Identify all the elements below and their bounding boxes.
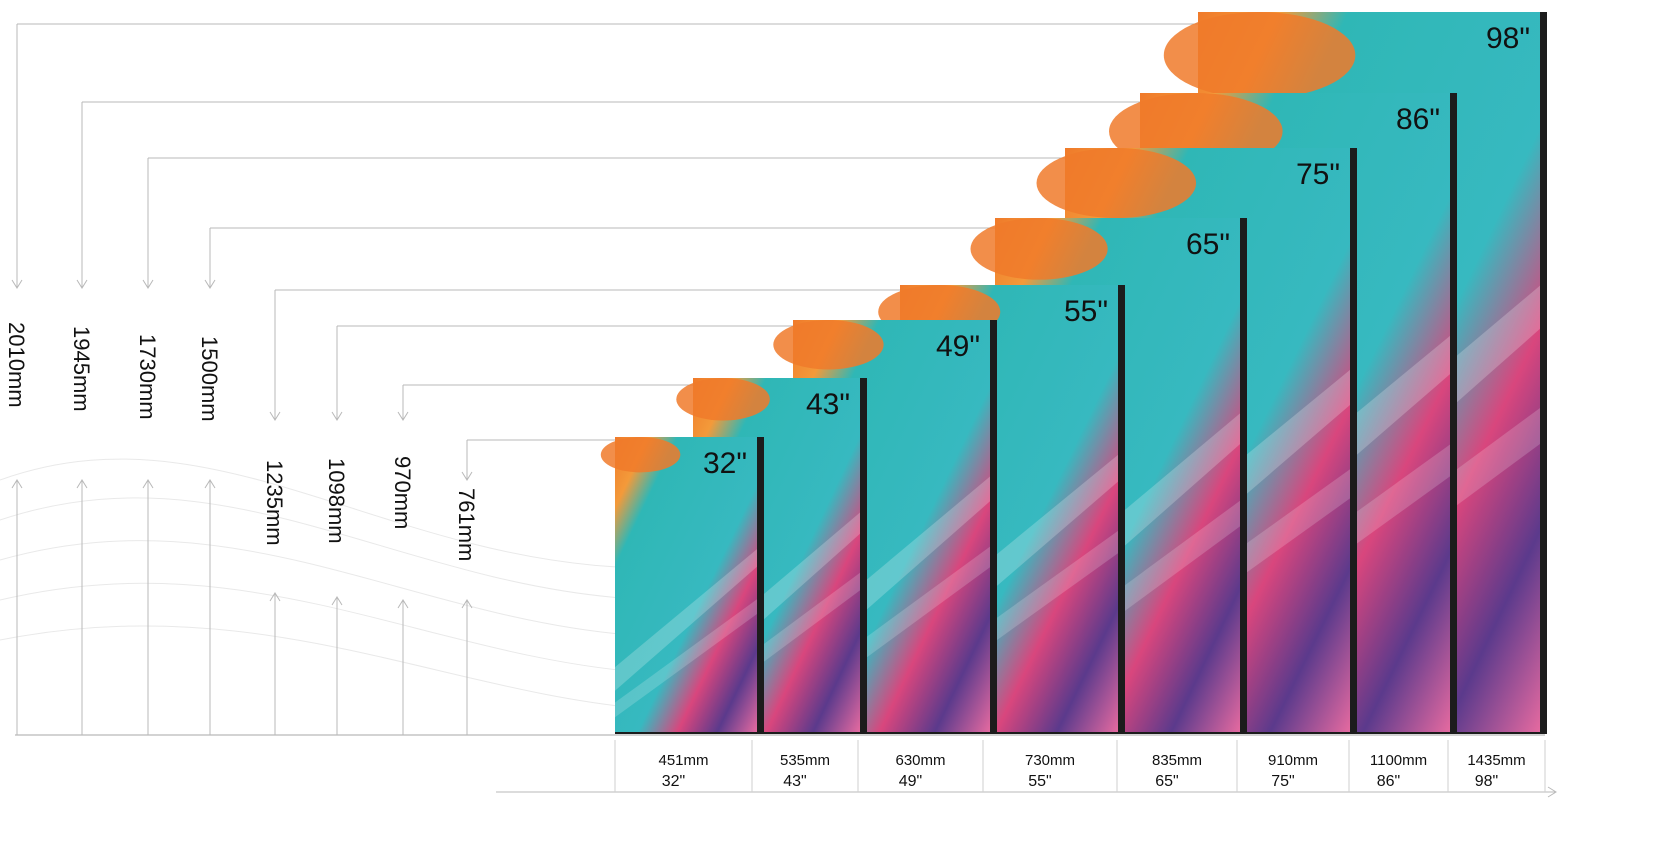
- width-label: 1435mm: [1467, 752, 1525, 769]
- panel-bezel: [1348, 148, 1357, 732]
- arrow-right-icon: [1547, 786, 1557, 798]
- size-tag: 65": [1186, 228, 1230, 261]
- panel-bezel: [755, 437, 764, 732]
- size-tag: 49": [936, 330, 980, 363]
- arrow-up-icon: [397, 599, 409, 609]
- arrow-up-icon: [142, 479, 154, 489]
- width-size-label: 49": [899, 773, 922, 790]
- arrow-up-icon: [76, 479, 88, 489]
- arrow-up-icon: [269, 592, 281, 602]
- panel-screen: [615, 437, 757, 732]
- panel-bezel: [988, 320, 997, 732]
- arrow-down-icon: [76, 279, 88, 289]
- arrow-down-icon: [11, 279, 23, 289]
- panel-swirl: [1163, 12, 1356, 99]
- panel-swirl: [773, 320, 884, 370]
- height-label: 2010mm: [4, 322, 29, 408]
- width-size-label: 75": [1271, 773, 1294, 790]
- size-tag: 43": [806, 388, 850, 421]
- arrow-down-icon: [269, 411, 281, 421]
- arrow-up-icon: [11, 479, 23, 489]
- panel-streak: [615, 549, 757, 691]
- panel-swirl: [1036, 148, 1197, 219]
- screen-panel: 32": [600, 437, 764, 734]
- height-label: 1235mm: [262, 460, 287, 546]
- width-size-label: 86": [1377, 773, 1400, 790]
- screen-panels: 98" 86" 75" 65" 55" 49" 43" 32": [600, 12, 1547, 734]
- width-label: 910mm: [1268, 752, 1318, 769]
- arrow-down-icon: [204, 279, 216, 289]
- panel-swirl: [970, 218, 1108, 280]
- height-label: 1500mm: [197, 336, 222, 422]
- height-label: 761mm: [454, 488, 479, 561]
- size-tag: 75": [1296, 158, 1340, 191]
- width-size-label: 65": [1155, 773, 1178, 790]
- width-size-label: 32": [662, 773, 685, 790]
- size-tag: 55": [1064, 295, 1108, 328]
- width-size-label: 43": [783, 773, 806, 790]
- arrow-up-icon: [204, 479, 216, 489]
- width-table: 451mm 32" 535mm 43" 630mm 49" 730mm 55" 835mm 65"…: [496, 740, 1557, 798]
- arrow-up-icon: [461, 599, 473, 609]
- arrow-down-icon: [397, 411, 409, 421]
- width-label: 535mm: [780, 752, 830, 769]
- size-tag: 98": [1486, 22, 1530, 55]
- panel-streak: [615, 599, 757, 718]
- arrow-down-icon: [142, 279, 154, 289]
- panel-swirl: [600, 437, 681, 473]
- width-size-label: 55": [1028, 773, 1051, 790]
- height-label: 1098mm: [324, 458, 349, 544]
- panel-bezel: [1238, 218, 1247, 732]
- height-label: 1945mm: [69, 326, 94, 412]
- panel-bezel: [1448, 93, 1457, 732]
- size-tag: 86": [1396, 103, 1440, 136]
- panel-bezel: [1116, 285, 1125, 732]
- width-label: 1100mm: [1370, 752, 1427, 769]
- arrow-up-icon: [331, 596, 343, 606]
- width-label: 730mm: [1025, 752, 1075, 769]
- arrow-down-icon: [461, 471, 473, 481]
- arrow-down-icon: [331, 411, 343, 421]
- width-label: 630mm: [895, 752, 945, 769]
- dimension-guides: 2010mm 1945mm 1730mm 1500mm 1235mm 1098mm 970m…: [4, 23, 1545, 736]
- panel-bezel: [1538, 12, 1547, 732]
- width-label: 451mm: [658, 752, 708, 769]
- width-size-label: 98": [1475, 773, 1498, 790]
- size-tag: 32": [703, 447, 747, 480]
- width-label: 835mm: [1152, 752, 1202, 769]
- height-label: 970mm: [390, 456, 415, 529]
- panel-bezel: [858, 378, 867, 732]
- height-label: 1730mm: [135, 334, 160, 420]
- panel-swirl: [676, 378, 770, 421]
